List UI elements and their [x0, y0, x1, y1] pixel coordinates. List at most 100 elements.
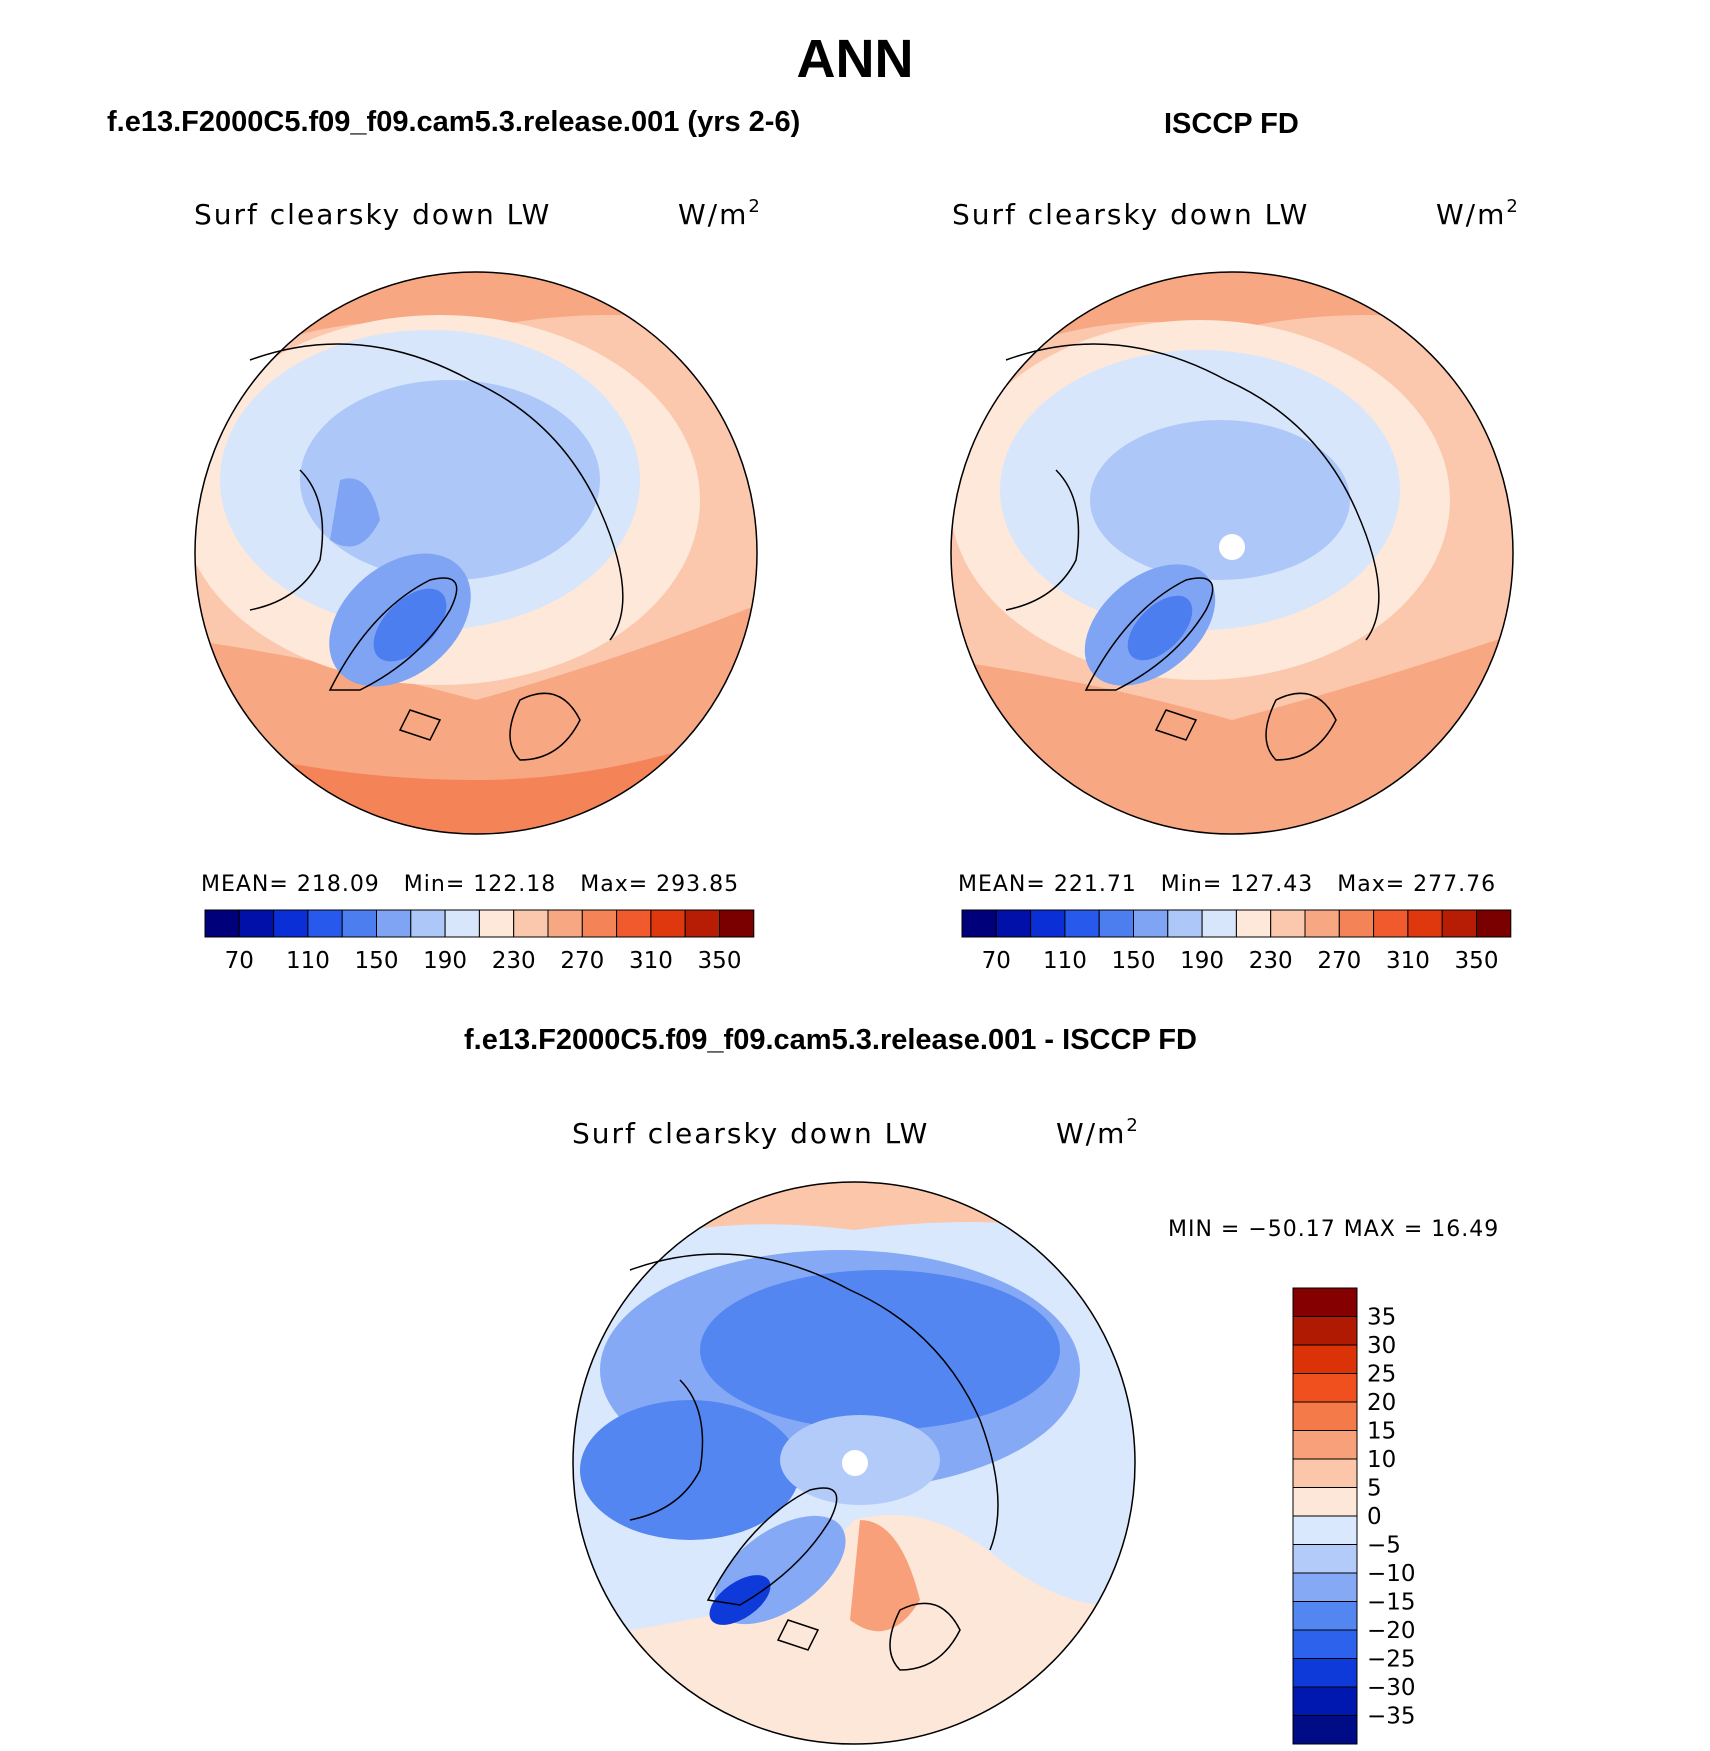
colorbar-tick-label: 310 [629, 948, 673, 974]
colorbar-tick-label: 0 [1367, 1504, 1382, 1530]
colorbar-swatch [273, 909, 309, 938]
colorbar-tick-label: 70 [982, 948, 1011, 974]
coast-greenland [706, 1487, 838, 1606]
coast-greenland [328, 577, 458, 691]
coastlines-difference [629, 1253, 999, 1671]
colorbar-swatch [1098, 909, 1134, 938]
colorbar-swatch [684, 909, 721, 938]
colorbar-tick-label: 350 [698, 948, 742, 974]
colorbar-tick-label: 150 [355, 948, 399, 974]
variable-label-diff: Surf clearsky down LW [572, 1117, 930, 1150]
colorbar-tick-label: 5 [1367, 1476, 1382, 1502]
colorbar-swatch [341, 909, 378, 938]
colorbar-swatch [1338, 909, 1375, 938]
colorbar-tick-label: −35 [1367, 1704, 1416, 1730]
colorbar-swatch [1292, 1430, 1358, 1460]
colorbar-tick-label: 70 [225, 948, 254, 974]
colorbar-tick-label: 25 [1367, 1362, 1396, 1388]
variable-label-obs: Surf clearsky down LW [952, 198, 1310, 231]
colorbar-tick-label: 10 [1367, 1447, 1396, 1473]
coast-eurasia [629, 1253, 999, 1551]
colorbar-tick-label: 310 [1386, 948, 1430, 974]
map-border-model [194, 271, 758, 835]
variable-label-model: Surf clearsky down LW [194, 198, 552, 231]
colorbars: 70 110 150 190 230 270 310 350 70 110 150 190 230 270… [204, 909, 1512, 1745]
coastlines-obs [1005, 343, 1380, 761]
colorbar-swatch [1292, 1629, 1358, 1659]
colorbar-tick-label: 270 [1317, 948, 1361, 974]
warm-patch [850, 1520, 920, 1632]
canada-field [580, 1400, 800, 1540]
colorbar-swatch [581, 909, 618, 938]
coast-greenland [1084, 577, 1214, 691]
colorbar-swatch [1292, 1458, 1358, 1488]
polar-map-obs [951, 272, 1513, 834]
colorbar-swatch [1292, 1316, 1358, 1346]
stats-line-model: MEAN= 218.09 Min= 122.18 Max= 293.85 [201, 872, 740, 897]
colorbar-tick-label: 35 [1367, 1305, 1396, 1331]
colorbar-tick-label: −15 [1367, 1590, 1416, 1616]
colorbar-tick-label: 15 [1367, 1419, 1396, 1445]
colorbar-tick-label: −25 [1367, 1647, 1416, 1673]
colorbar-tick-label: −5 [1367, 1533, 1401, 1559]
colorbar-swatch [1292, 1544, 1358, 1574]
colorbar-swatch [616, 909, 652, 938]
colorbar-swatch [719, 909, 755, 938]
colorbar-swatch [1304, 909, 1340, 938]
coast-canada [1005, 469, 1080, 611]
colorbar-tick-label: 190 [423, 948, 467, 974]
coastlines-model [249, 343, 624, 761]
colorbar-swatch [1292, 1601, 1358, 1631]
main-title: ANN [796, 29, 914, 89]
pole-hole [842, 1450, 868, 1476]
coast-eurasia [1005, 343, 1380, 641]
colorbar-swatch [1064, 909, 1100, 938]
min-value: 122.18 [473, 872, 557, 897]
coast-canada [629, 1379, 704, 1521]
units-label-diff: W/m2 [1056, 1115, 1140, 1150]
mean-value: 218.09 [296, 872, 380, 897]
stats-line-obs: MEAN= 221.71 Min= 127.43 Max= 277.76 [958, 872, 1497, 897]
coast-canada [249, 469, 324, 611]
colorbar-tick-label: 110 [286, 948, 330, 974]
pole-hole [1219, 534, 1245, 560]
colorbar-swatch [1292, 1373, 1358, 1403]
colorbar-swatch [547, 909, 583, 938]
colorbar-swatch [513, 909, 549, 938]
colorbar-tick-label: 20 [1367, 1390, 1396, 1416]
case-title-diff: f.e13.F2000C5.f09_f09.cam5.3.release.001… [464, 1024, 1197, 1056]
colorbar-tick-label: 350 [1455, 948, 1499, 974]
archipelago-field [330, 478, 380, 547]
colorbar-swatch [204, 909, 240, 938]
colorbar-swatch [410, 909, 446, 938]
colorbar-tick-label: 270 [560, 948, 604, 974]
colorbar-tick-label: −20 [1367, 1618, 1416, 1644]
min-value: 127.43 [1230, 872, 1314, 897]
max-value: 277.76 [1413, 872, 1497, 897]
colorbar-tick-label: 230 [1249, 948, 1293, 974]
map-border-difference [572, 1181, 1136, 1745]
coast-eurasia [249, 343, 624, 641]
max-value: 293.85 [656, 872, 740, 897]
colorbar-tick-label: 110 [1043, 948, 1087, 974]
coast-scandinavia [889, 1602, 961, 1671]
colorbar-swatch [376, 909, 412, 938]
colorbar-tick-label: 230 [492, 948, 536, 974]
colorbar-tick-label: 150 [1112, 948, 1156, 974]
coast-iceland [776, 1619, 820, 1651]
polar-map-model [195, 272, 757, 834]
colorbar-swatch [444, 909, 480, 938]
colorbar-swatch [1030, 909, 1066, 938]
coast-scandinavia [1265, 692, 1337, 761]
colorbar-swatch [1292, 1686, 1358, 1716]
colorbar-swatch [1292, 1401, 1358, 1431]
diff-minmax: MIN = −50.17 MAX = 16.49 [1168, 1217, 1500, 1242]
colorbar-swatch [1292, 1572, 1358, 1602]
coast-iceland [1154, 709, 1198, 741]
colorbar-swatch [1235, 909, 1272, 938]
map-band-south [573, 1515, 1135, 1744]
units-label-obs: W/m2 [1436, 196, 1520, 231]
colorbar-swatch [478, 909, 515, 938]
colorbar-swatch [650, 909, 686, 938]
